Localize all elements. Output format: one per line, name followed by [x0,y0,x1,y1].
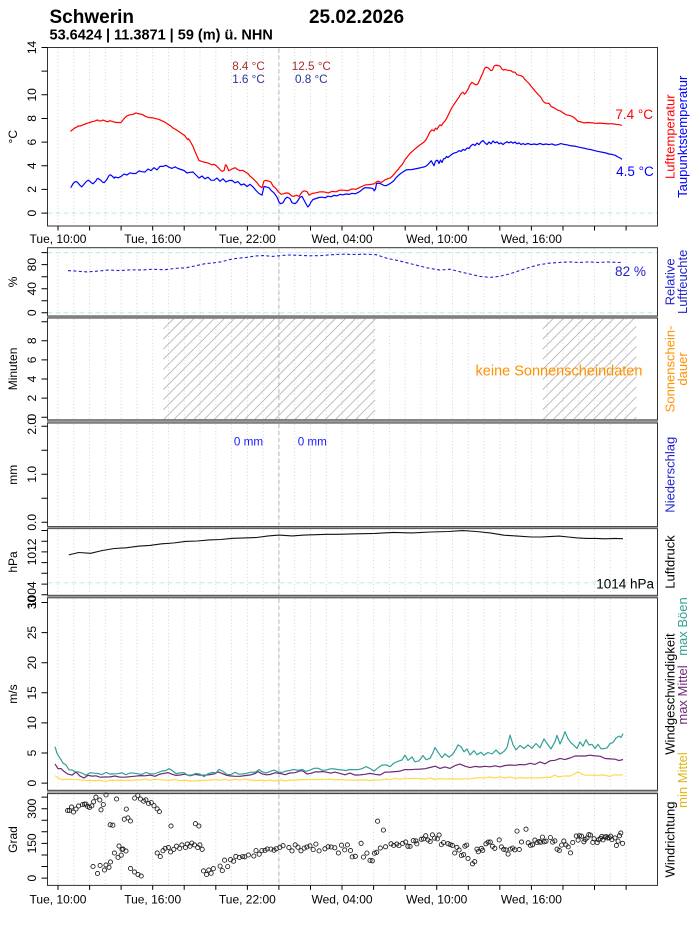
svg-text:Luftfeuchte: Luftfeuchte [675,250,690,314]
svg-text:Wed, 16:00: Wed, 16:00 [501,892,562,906]
svg-text:2: 2 [25,394,39,401]
svg-text:Schwerin: Schwerin [50,7,134,28]
svg-text:Wed, 04:00: Wed, 04:00 [311,892,372,906]
svg-text:0.8 °C: 0.8 °C [295,73,328,86]
svg-text:Tue, 22:00: Tue, 22:00 [219,232,276,246]
svg-text:Wed, 16:00: Wed, 16:00 [501,232,562,246]
svg-text:0: 0 [25,209,39,216]
svg-text:max Böen: max Böen [675,597,690,656]
svg-text:1.0: 1.0 [25,466,39,483]
svg-text:4: 4 [25,375,39,382]
svg-text:10: 10 [25,88,39,102]
svg-text:Tue, 10:00: Tue, 10:00 [30,232,87,246]
svg-text:Sonnenschein-: Sonnenschein- [662,326,677,413]
svg-text:150: 150 [25,833,39,853]
svg-text:Wed, 10:00: Wed, 10:00 [406,232,467,246]
svg-text:Tue, 22:00: Tue, 22:00 [219,892,276,906]
svg-text:Niederschlag: Niederschlag [662,437,677,513]
svg-text:0 mm: 0 mm [298,436,327,449]
svg-text:40: 40 [25,282,39,296]
svg-text:0.0: 0.0 [25,514,39,531]
svg-text:Windgeschwindigkeit: Windgeschwindigkeit [662,633,677,755]
svg-text:°C: °C [6,130,20,144]
svg-text:Tue, 16:00: Tue, 16:00 [124,892,181,906]
svg-text:Windrichtung: Windrichtung [662,802,677,878]
svg-text:2.0: 2.0 [25,418,39,435]
svg-text:2: 2 [25,186,39,193]
svg-text:30: 30 [25,596,39,610]
svg-text:8: 8 [25,115,39,122]
svg-text:m/s: m/s [6,684,20,703]
svg-text:0: 0 [25,414,39,421]
svg-text:8.4 °C: 8.4 °C [232,60,265,73]
svg-text:dauer: dauer [675,352,690,386]
svg-text:Luftdruck: Luftdruck [662,535,677,589]
svg-text:0 mm: 0 mm [234,436,263,449]
svg-text:min Mittel: min Mittel [675,752,690,808]
svg-text:12.5 °C: 12.5 °C [292,60,331,73]
svg-text:82 %: 82 % [615,264,646,279]
svg-text:mm: mm [6,465,20,485]
svg-text:4.5 °C: 4.5 °C [616,164,654,179]
svg-text:Taupunktstemperatur: Taupunktstemperatur [675,75,690,198]
svg-text:25.02.2026: 25.02.2026 [309,7,404,28]
svg-text:15: 15 [25,686,39,700]
svg-text:53.6424 | 11.3871 | 59 (m) ü.: 53.6424 | 11.3871 | 59 (m) ü. NHN [50,28,273,44]
svg-text:5: 5 [25,749,39,756]
svg-text:Wed, 04:00: Wed, 04:00 [311,232,372,246]
svg-text:14: 14 [25,40,39,54]
svg-text:Wed, 10:00: Wed, 10:00 [406,892,467,906]
svg-text:1.6 °C: 1.6 °C [232,73,265,86]
svg-text:Grad: Grad [6,826,20,853]
svg-text:Relative: Relative [662,258,677,305]
svg-text:1014 hPa: 1014 hPa [596,576,654,591]
svg-text:1012: 1012 [25,538,39,565]
svg-text:25: 25 [25,626,39,640]
svg-text:4: 4 [25,162,39,169]
svg-text:20: 20 [25,656,39,670]
svg-text:0: 0 [25,874,39,881]
svg-text:8: 8 [25,337,39,344]
svg-text:%: % [6,276,20,287]
svg-text:max Mittel: max Mittel [675,665,690,724]
svg-text:10: 10 [25,716,39,730]
svg-text:7.4 °C: 7.4 °C [615,107,653,122]
svg-text:80: 80 [25,258,39,272]
svg-text:Lufttemperatur: Lufttemperatur [662,94,677,179]
svg-text:0: 0 [25,309,39,316]
svg-text:hPa: hPa [6,551,20,573]
svg-text:Tue, 16:00: Tue, 16:00 [124,232,181,246]
svg-text:keine Sonnenscheindaten: keine Sonnenscheindaten [476,364,643,380]
svg-text:6: 6 [25,356,39,363]
svg-text:6: 6 [25,138,39,145]
svg-text:Tue, 10:00: Tue, 10:00 [30,892,87,906]
svg-text:300: 300 [25,798,39,818]
svg-text:Minuten: Minuten [6,348,20,391]
svg-text:0: 0 [25,779,39,786]
svg-text:1004: 1004 [25,581,39,608]
